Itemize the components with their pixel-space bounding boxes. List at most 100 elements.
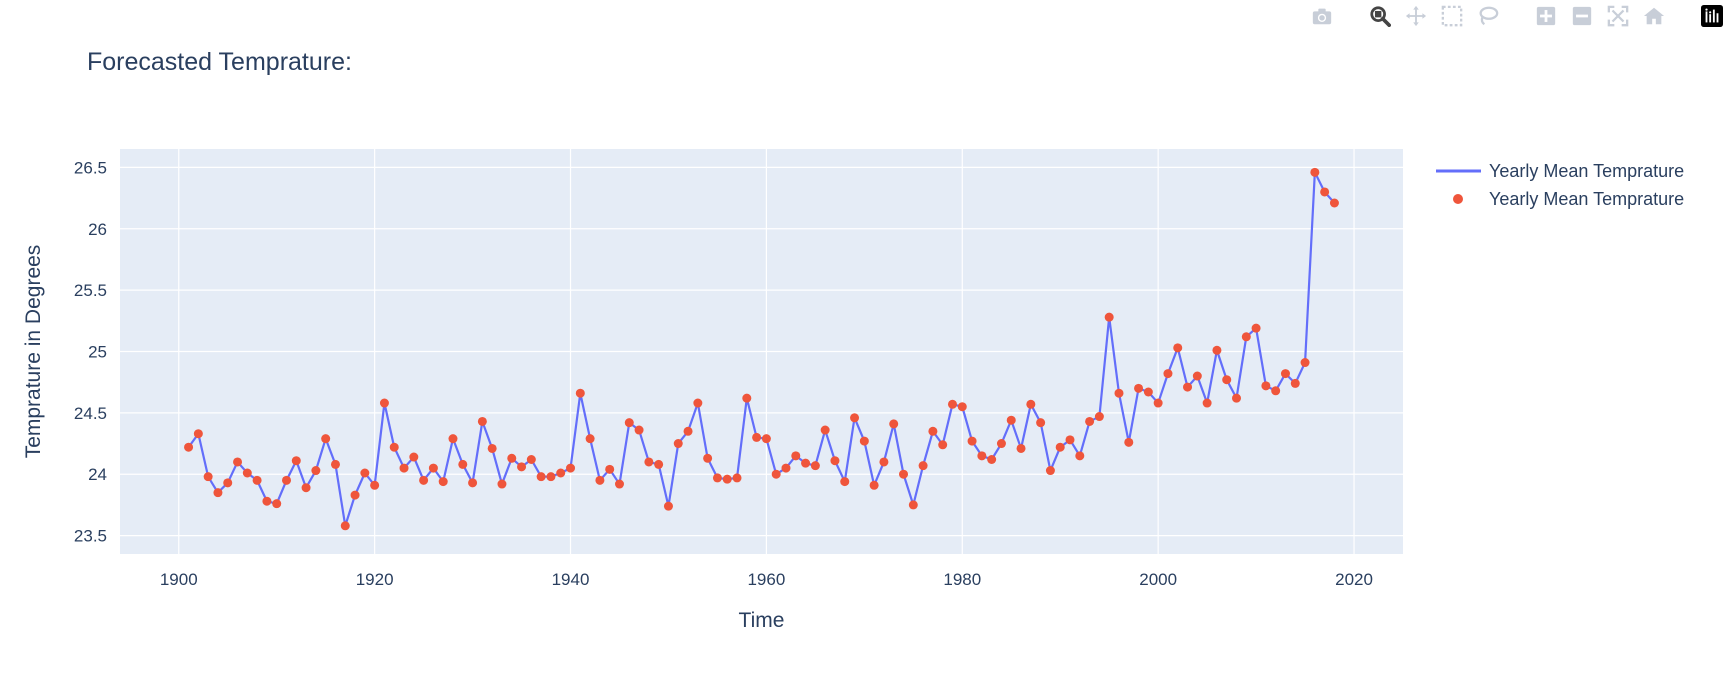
data-point[interactable] xyxy=(810,461,820,471)
data-point[interactable] xyxy=(330,459,340,469)
data-point[interactable] xyxy=(448,434,458,444)
data-point[interactable] xyxy=(1310,167,1320,177)
data-point[interactable] xyxy=(399,463,409,473)
data-point[interactable] xyxy=(781,463,791,473)
data-point[interactable] xyxy=(967,436,977,446)
data-point[interactable] xyxy=(1143,387,1153,397)
data-point[interactable] xyxy=(663,501,673,511)
data-point[interactable] xyxy=(850,413,860,423)
data-point[interactable] xyxy=(438,477,448,487)
zoom-in-icon[interactable] xyxy=(1532,2,1560,30)
data-point[interactable] xyxy=(321,434,331,444)
data-point[interactable] xyxy=(213,488,223,498)
data-point[interactable] xyxy=(908,500,918,510)
data-point[interactable] xyxy=(693,398,703,408)
data-point[interactable] xyxy=(1271,386,1281,396)
data-point[interactable] xyxy=(242,468,252,478)
data-point[interactable] xyxy=(879,457,889,467)
data-point[interactable] xyxy=(771,469,781,479)
data-point[interactable] xyxy=(409,452,419,462)
data-point[interactable] xyxy=(1241,332,1251,342)
plotly-logo-icon[interactable] xyxy=(1698,2,1726,30)
data-point[interactable] xyxy=(1036,418,1046,428)
data-point[interactable] xyxy=(1006,415,1016,425)
data-point[interactable] xyxy=(703,453,713,463)
reset-axes-icon[interactable] xyxy=(1640,2,1668,30)
data-point[interactable] xyxy=(644,457,654,467)
legend-item[interactable]: Yearly Mean Temprature xyxy=(1453,189,1684,209)
data-point[interactable] xyxy=(1163,369,1173,379)
box-select-icon[interactable] xyxy=(1438,2,1466,30)
data-point[interactable] xyxy=(683,426,693,436)
data-point[interactable] xyxy=(947,399,957,409)
data-point[interactable] xyxy=(301,483,311,493)
data-point[interactable] xyxy=(526,455,536,464)
data-point[interactable] xyxy=(1251,323,1261,333)
data-point[interactable] xyxy=(1045,466,1055,476)
data-point[interactable] xyxy=(977,451,987,461)
series-line[interactable] xyxy=(187,171,1336,527)
data-point[interactable] xyxy=(1114,388,1124,398)
data-point[interactable] xyxy=(575,388,585,398)
data-point[interactable] xyxy=(223,478,233,488)
data-point[interactable] xyxy=(487,443,497,453)
data-point[interactable] xyxy=(428,463,438,473)
data-point[interactable] xyxy=(722,474,732,484)
data-point[interactable] xyxy=(830,456,840,466)
data-point[interactable] xyxy=(184,442,194,452)
legend-item[interactable]: Yearly Mean Temprature xyxy=(1436,161,1684,181)
data-point[interactable] xyxy=(840,477,850,487)
data-point[interactable] xyxy=(1134,383,1144,393)
data-point[interactable] xyxy=(732,473,742,483)
data-point[interactable] xyxy=(477,416,487,426)
data-point[interactable] xyxy=(918,461,928,471)
data-point[interactable] xyxy=(507,453,517,463)
lasso-select-icon[interactable] xyxy=(1474,2,1502,30)
data-point[interactable] xyxy=(546,472,556,482)
data-point[interactable] xyxy=(458,459,468,469)
data-point[interactable] xyxy=(311,466,321,476)
data-point[interactable] xyxy=(634,425,644,435)
data-point[interactable] xyxy=(869,480,879,490)
data-point[interactable] xyxy=(262,496,272,506)
data-point[interactable] xyxy=(1124,437,1134,447)
data-point[interactable] xyxy=(987,455,997,464)
data-point[interactable] xyxy=(1065,435,1075,445)
data-point[interactable] xyxy=(605,464,615,474)
data-point[interactable] xyxy=(585,434,595,444)
data-point[interactable] xyxy=(1173,343,1183,353)
data-point[interactable] xyxy=(624,418,634,428)
autoscale-icon[interactable] xyxy=(1604,2,1632,30)
data-point[interactable] xyxy=(536,472,546,482)
data-point[interactable] xyxy=(1280,369,1290,379)
data-point[interactable] xyxy=(203,472,213,482)
data-point[interactable] xyxy=(801,458,811,468)
data-point[interactable] xyxy=(233,457,243,467)
data-point[interactable] xyxy=(360,468,370,478)
data-point[interactable] xyxy=(517,462,527,472)
data-point[interactable] xyxy=(272,499,282,509)
data-point[interactable] xyxy=(1261,381,1271,391)
data-point[interactable] xyxy=(556,468,566,478)
data-point[interactable] xyxy=(1202,398,1212,408)
data-point[interactable] xyxy=(712,473,722,483)
data-point[interactable] xyxy=(1212,345,1222,355)
data-point[interactable] xyxy=(761,434,771,444)
data-point[interactable] xyxy=(1016,443,1026,453)
pan-icon[interactable] xyxy=(1402,2,1430,30)
data-point[interactable] xyxy=(193,429,203,439)
data-point[interactable] xyxy=(899,469,909,479)
data-point[interactable] xyxy=(1094,412,1104,422)
data-point[interactable] xyxy=(1329,198,1339,208)
data-point[interactable] xyxy=(1104,312,1114,322)
zoom-icon[interactable] xyxy=(1366,2,1394,30)
data-point[interactable] xyxy=(820,425,830,435)
data-point[interactable] xyxy=(379,398,389,408)
data-point[interactable] xyxy=(497,479,507,489)
camera-icon[interactable] xyxy=(1308,2,1336,30)
data-point[interactable] xyxy=(252,475,262,485)
data-point[interactable] xyxy=(1300,358,1310,368)
data-point[interactable] xyxy=(350,490,360,500)
data-point[interactable] xyxy=(752,432,762,442)
